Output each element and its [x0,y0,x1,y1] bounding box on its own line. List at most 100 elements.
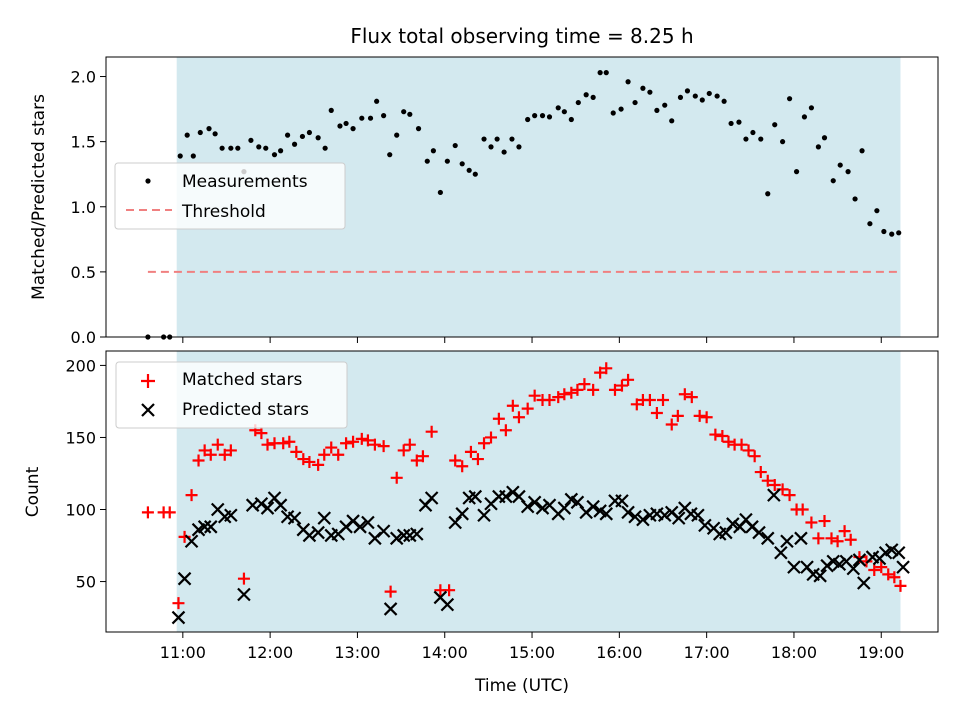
measurement-point [248,137,254,143]
y-tick-label: 0.5 [71,263,96,282]
matched-star-point [716,430,729,443]
measurement-point [407,111,413,117]
measurement-point [343,120,349,127]
top-legend-box [114,162,346,230]
x-tick-label: 13:00 [334,643,380,662]
measurement-point [597,70,603,76]
matched-star-point [615,379,628,392]
measurement-point [632,99,638,106]
matched-star-point [211,438,224,451]
y-tick-label: 200 [65,356,96,375]
measurement-point [430,148,436,154]
top-y-axis-label: Matched/Predicted stars [29,94,49,300]
measurement-point [539,113,546,119]
matched-star-point [722,435,735,448]
measurement-point [367,115,374,121]
measurements-points [145,70,902,340]
measurement-point [437,189,443,196]
matched-star-point [283,435,296,448]
matched-star-point [521,402,534,415]
matched-star-point [499,424,512,437]
measurement-point [415,126,422,132]
predicted-star-point [477,508,491,523]
bottom-panel-frame [105,350,939,633]
measurement-point [184,132,190,138]
x-tick-label: 19:00 [858,643,904,662]
predicted-star-point [752,525,766,540]
matched-star-point [163,506,176,519]
matched-star-point [650,406,663,419]
x-tick-label: 16:00 [596,643,642,662]
matched-star-point [812,532,825,545]
predicted-star-point [820,558,834,573]
predicted-star-point [813,569,827,583]
predicted-star-point [636,512,650,527]
predicted-star-point [177,571,192,586]
legend-predicted-marker [141,403,155,417]
measurement-point [793,169,800,175]
predicted-star-point [197,520,212,534]
measurement-point [736,119,742,125]
matched-star-point [838,525,851,538]
measurement-point [394,132,400,138]
matched-star-point [571,383,584,396]
matched-star-point [735,438,748,451]
y-tick-label: 100 [65,501,96,520]
measurement-point [263,145,269,151]
matched-star-point [630,398,643,411]
measurement-point [481,136,487,142]
matched-star-point [868,564,881,577]
measurement-point [590,94,596,100]
predicted-star-point [628,509,642,524]
measurement-point [677,94,684,100]
measurement-point [509,136,515,142]
measurement-point [714,93,720,99]
measurement-point [618,106,624,112]
matched-star-point [825,532,838,545]
measurement-point [780,139,786,145]
measurement-point [692,93,698,99]
measurement-point [387,152,393,158]
predicted-star-point [287,511,302,525]
measurement-point [235,145,241,151]
predicted-star-point [557,501,572,515]
x-axis-label: Time (UTC) [474,676,569,696]
measurement-point [669,118,675,124]
x-tick-label: 12:00 [247,643,293,662]
measurement-point [452,142,458,149]
predicted-star-point [774,545,788,560]
top-y-ticks: 0.0 0.5 1.0 1.5 2.0 [71,68,106,347]
measurement-point [278,148,284,154]
matched-star-point [528,389,541,402]
measurement-point [555,105,561,111]
matched-star-point [608,383,621,396]
predicted-star-point [780,534,794,548]
measurement-point [765,191,771,197]
predicted-star-point [383,602,398,616]
predicted-star-point [884,543,899,557]
predicted-star-point [698,518,712,533]
bottom-panel: 50 100 150 200 11:00 12:00 13:00 14:00 15:00 16:… [23,350,939,696]
matched-star-point [565,386,578,399]
measurement-point [758,136,764,142]
matched-star-point [290,445,303,458]
matched-star-point [410,454,423,467]
matched-star-point [768,479,781,492]
measurement-point [546,114,553,120]
measurement-point [494,136,500,142]
matched-star-point [485,431,498,444]
measurement-point [374,98,380,104]
matched-star-point [709,428,722,441]
predicted-star-point [424,491,439,505]
predicted-star-point [535,501,550,515]
matched-star-point [325,441,338,454]
top-panel-frame [105,56,939,338]
matched-star-point [255,427,268,440]
measurement-point [808,105,815,111]
matched-star-point [224,444,237,457]
y-tick-label: 150 [65,428,96,447]
measurement-point [821,135,828,141]
matched-star-point [656,393,669,406]
measurement-point [896,230,902,236]
y-tick-label: 2.0 [71,68,96,87]
